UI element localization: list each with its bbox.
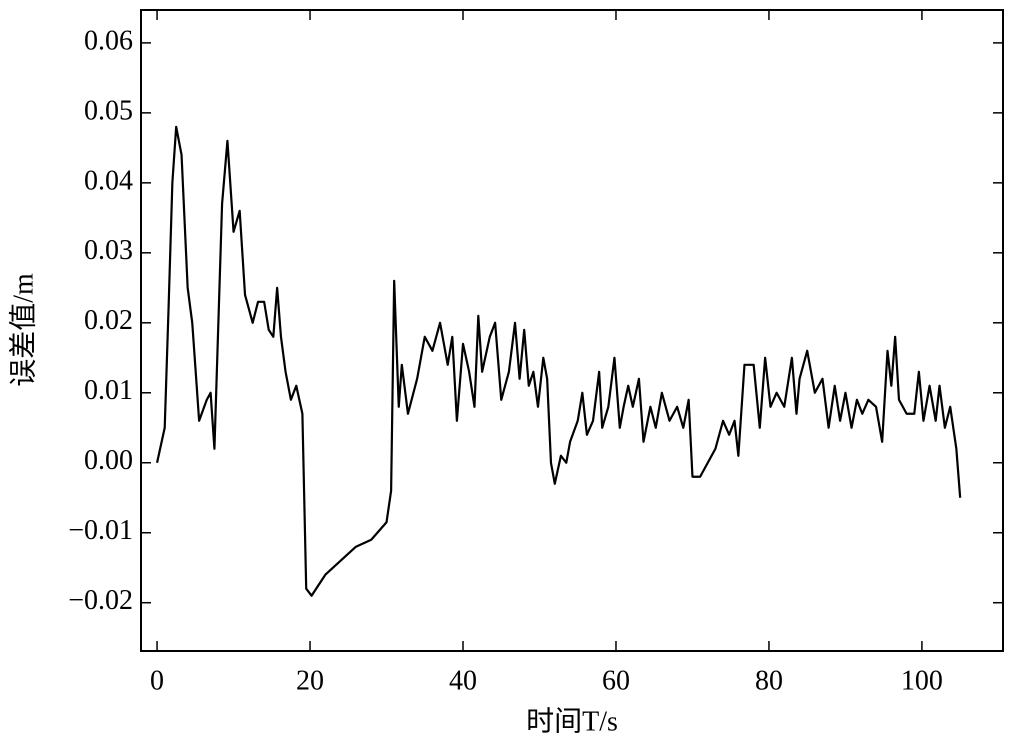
x-tick-label: 100: [901, 665, 943, 696]
data-line: [155, 125, 962, 597]
x-tick-label: 40: [449, 665, 477, 696]
y-tick-label: 0.05: [84, 95, 133, 126]
y-tick-label: 0.00: [84, 445, 133, 476]
x-tick-label: 80: [755, 665, 783, 696]
y-tick-label: −0.02: [68, 585, 133, 616]
y-axis-label: 误差值/m: [7, 273, 39, 387]
y-tick-label: 0.02: [84, 305, 133, 336]
y-tick-label: −0.01: [68, 515, 133, 546]
x-tick-label: 60: [602, 665, 630, 696]
y-tick-label: 0.04: [84, 165, 133, 196]
y-tick-label: 0.06: [84, 25, 133, 56]
x-axis-label: 时间T/s: [526, 705, 618, 737]
x-tick-label: 0: [150, 665, 164, 696]
x-tick-label: 20: [296, 665, 324, 696]
plot-frame: [140, 9, 1004, 652]
y-tick-label: 0.01: [84, 375, 133, 406]
y-tick-label: 0.03: [84, 235, 133, 266]
